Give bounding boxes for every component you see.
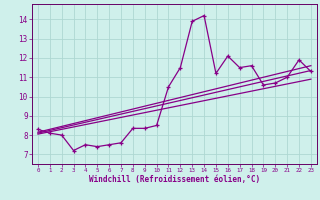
- X-axis label: Windchill (Refroidissement éolien,°C): Windchill (Refroidissement éolien,°C): [89, 175, 260, 184]
